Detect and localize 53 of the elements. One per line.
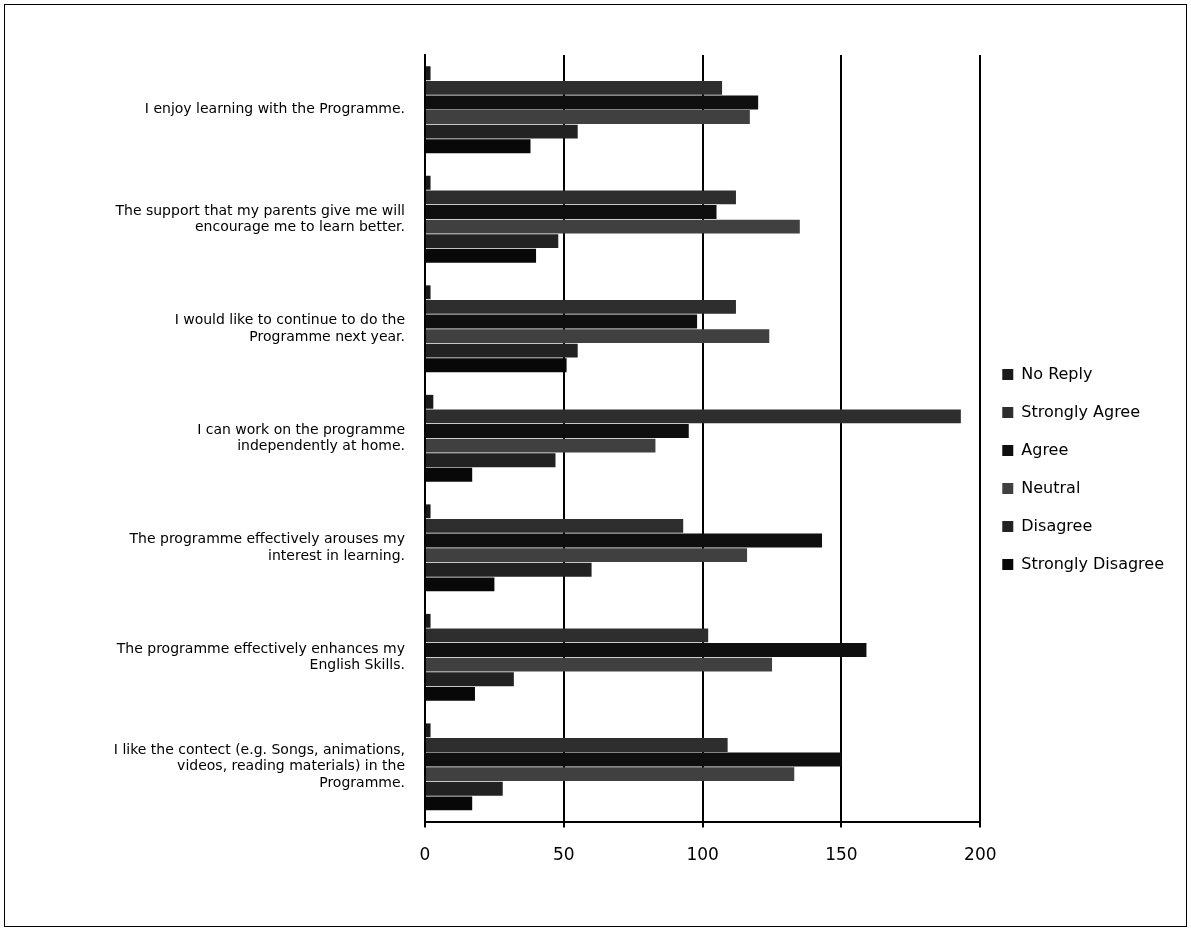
bar <box>426 66 431 81</box>
bar <box>426 752 842 767</box>
y-tick-label: The programme effectively arouses my interest in learning. <box>128 530 405 563</box>
bar <box>426 124 578 139</box>
legend-label: Strongly Agree <box>1021 401 1141 421</box>
y-tick-label: The programme effectively enhances my English Skills. <box>115 639 405 673</box>
x-tick-label: 150 <box>825 844 858 865</box>
x-tick-label: 50 <box>553 844 575 865</box>
legend-label: Agree <box>1021 439 1069 459</box>
bar <box>426 672 514 687</box>
bar <box>426 394 434 409</box>
bar <box>426 738 728 752</box>
y-tick-label: I can work on the programme independently at home. <box>197 420 405 454</box>
bar <box>426 628 709 643</box>
bar <box>426 205 717 219</box>
bar <box>426 329 770 344</box>
legend-label: No Reply <box>1021 363 1093 383</box>
y-tick-label: I would like to continue to do the Programme next year. <box>174 311 405 344</box>
bar <box>426 533 823 548</box>
bar <box>426 190 736 205</box>
legend-label: Neutral <box>1021 477 1081 497</box>
bar <box>426 409 961 424</box>
bar <box>426 504 431 519</box>
bar <box>426 299 736 314</box>
bar <box>426 234 559 249</box>
x-tick-label: 0 <box>419 844 431 865</box>
bar <box>426 453 556 468</box>
bar <box>426 562 592 577</box>
bar <box>426 219 800 234</box>
bar <box>426 767 795 782</box>
bar <box>426 518 684 533</box>
legend-label: Disagree <box>1021 515 1093 535</box>
x-tick-label: 200 <box>964 844 997 865</box>
bar <box>426 343 578 358</box>
y-tick-label: The support that my parents give me will encourage me to learn better. <box>114 201 405 235</box>
bar <box>426 285 431 300</box>
bar <box>426 80 723 95</box>
bar <box>426 314 698 329</box>
bar <box>426 657 773 672</box>
y-tick-label: I enjoy learning with the Programme. <box>144 100 405 117</box>
x-tick-label: 100 <box>686 844 719 865</box>
bar <box>426 781 503 796</box>
bar <box>426 723 431 738</box>
bar <box>426 613 431 628</box>
bar <box>426 110 750 124</box>
y-tick-label: I like the contect (e.g. Songs, animations, videos, reading materials) in the Programme. <box>113 740 405 791</box>
bar <box>426 643 867 657</box>
legend-label: Strongly Disagree <box>1021 553 1164 573</box>
bar <box>426 175 431 190</box>
bar <box>426 95 759 110</box>
bar <box>426 424 689 438</box>
bar <box>426 548 748 563</box>
bar <box>426 438 656 453</box>
